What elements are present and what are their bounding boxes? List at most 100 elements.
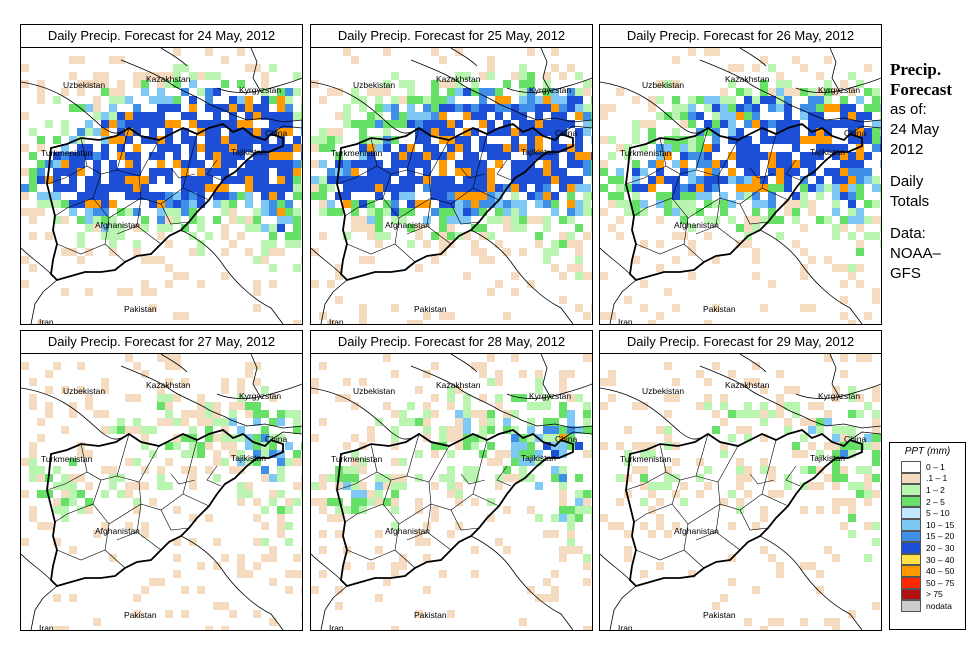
country-border: [311, 81, 420, 134]
precip-cell: [37, 96, 45, 104]
precip-cell: [664, 482, 672, 490]
precip-cell: [439, 426, 447, 434]
precip-cell: [205, 168, 213, 176]
country-label-iran: Iran: [39, 317, 54, 324]
precip-cell: [221, 144, 229, 152]
precip-cell: [768, 466, 776, 474]
precip-cell: [447, 144, 455, 152]
precip-cell: [149, 112, 157, 120]
legend-label: .1 – 1: [926, 473, 948, 484]
country-border: [230, 419, 302, 429]
precip-cell: [375, 498, 383, 506]
precip-cell: [205, 514, 213, 522]
country-label-afghanistan: Afghanistan: [385, 526, 430, 536]
precip-cell: [463, 466, 471, 474]
precip-cell: [301, 184, 302, 192]
precip-cell: [543, 184, 551, 192]
precip-cell: [351, 450, 359, 458]
precip-cell: [672, 208, 680, 216]
precip-cell: [752, 192, 760, 200]
asof-date-line1: 24 May: [890, 121, 940, 138]
country-label-tajikistan: Tajikistan: [231, 453, 266, 463]
precip-cell: [559, 402, 567, 410]
precip-cell: [471, 546, 479, 554]
precip-cell: [29, 128, 37, 136]
precip-cell: [253, 152, 261, 160]
province-border: [160, 509, 190, 531]
country-label-tajikistan: Tajikistan: [231, 147, 266, 157]
precip-cell: [213, 474, 221, 482]
precip-cell: [439, 176, 447, 184]
precip-cell: [367, 120, 375, 128]
precip-cell: [495, 482, 503, 490]
precip-cell: [237, 490, 245, 498]
precip-cell: [728, 136, 736, 144]
precip-cell: [29, 208, 37, 216]
precip-cell: [664, 434, 672, 442]
precip-cell: [760, 514, 768, 522]
precip-cell: [253, 184, 261, 192]
precip-cell: [359, 498, 367, 506]
precip-cell: [816, 72, 824, 80]
precip-cell: [840, 474, 848, 482]
precip-cell: [311, 184, 319, 192]
precip-cell: [559, 176, 567, 184]
precip-cell: [77, 152, 85, 160]
precip-cell: [399, 554, 407, 562]
precip-cell: [848, 200, 856, 208]
precip-cell: [463, 192, 471, 200]
precip-cell: [229, 112, 237, 120]
country-label-pakistan: Pakistan: [703, 610, 736, 620]
precip-cell: [157, 192, 165, 200]
precip-cell: [45, 402, 53, 410]
precip-cell: [455, 184, 463, 192]
precip-cell: [189, 466, 197, 474]
precip-cell: [69, 152, 77, 160]
precip-cell: [93, 96, 101, 104]
precip-cell: [181, 312, 189, 320]
precip-cell: [744, 136, 752, 144]
precip-cell: [311, 482, 319, 490]
precip-cell: [237, 498, 245, 506]
precip-cell: [269, 144, 277, 152]
precip-cell: [503, 546, 511, 554]
precip-cell: [760, 96, 768, 104]
precip-cell: [567, 410, 575, 418]
precip-cell: [93, 618, 101, 626]
precip-cell: [285, 208, 293, 216]
precip-cell: [776, 216, 784, 224]
precip-cell: [479, 72, 487, 80]
precip-cell: [864, 474, 872, 482]
precip-cell: [551, 530, 559, 538]
precip-cell: [229, 240, 237, 248]
precip-cell: [559, 120, 567, 128]
precip-cell: [728, 168, 736, 176]
precip-cell: [335, 272, 343, 280]
precip-cell: [439, 208, 447, 216]
precip-cell: [69, 594, 77, 602]
precip-cell: [648, 136, 656, 144]
precip-cell: [407, 320, 415, 324]
precip-cell: [277, 152, 285, 160]
precip-cell: [559, 272, 567, 280]
precip-cell: [149, 288, 157, 296]
province-border: [160, 203, 190, 225]
precip-cell: [351, 184, 359, 192]
precip-cell: [189, 482, 197, 490]
precip-cell: [221, 160, 229, 168]
precip-cell: [760, 434, 768, 442]
precip-cell: [848, 72, 856, 80]
legend-swatch: [901, 588, 921, 601]
precip-cell: [383, 354, 391, 362]
country-border: [520, 419, 592, 429]
precip-cell: [277, 224, 285, 232]
precip-cell: [285, 410, 293, 418]
country-border: [506, 77, 592, 93]
precip-cell: [648, 450, 656, 458]
legend-swatch: [901, 565, 921, 577]
precip-cell: [399, 216, 407, 224]
precip-cell: [471, 442, 479, 450]
precip-cell: [133, 594, 141, 602]
precip-cell: [407, 402, 415, 410]
precip-cell: [880, 160, 881, 168]
